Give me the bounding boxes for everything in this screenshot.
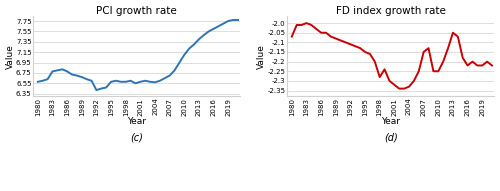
Y-axis label: Value: Value: [257, 44, 266, 69]
Title: FD index growth rate: FD index growth rate: [336, 6, 446, 15]
Text: (d): (d): [384, 133, 398, 143]
X-axis label: Year: Year: [127, 117, 146, 126]
Title: PCI growth rate: PCI growth rate: [96, 6, 177, 15]
Text: (c): (c): [130, 133, 143, 143]
Y-axis label: Value: Value: [6, 44, 15, 69]
X-axis label: Year: Year: [381, 117, 400, 126]
